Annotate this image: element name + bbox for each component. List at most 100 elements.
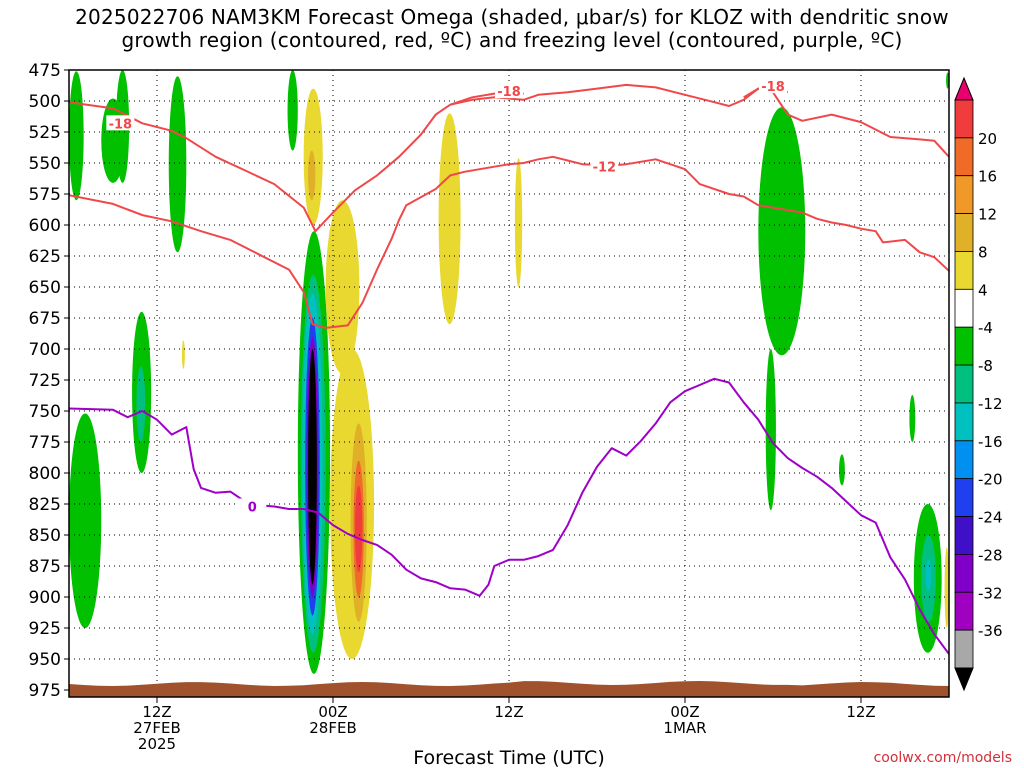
y-tick-label: 550 (29, 154, 61, 174)
contour-label: -18 (109, 117, 133, 132)
omega-region (181, 340, 185, 369)
colorbar-tick-label: -32 (978, 584, 1003, 602)
colorbar-box (954, 629, 974, 669)
omega-region (944, 547, 949, 628)
y-tick-label: 925 (29, 619, 61, 639)
omega-region (438, 113, 461, 325)
freezing-level-contour (69, 377, 949, 655)
omega-region (514, 158, 523, 287)
colorbar-box (954, 99, 974, 139)
colorbar-tick-label: 4 (978, 281, 988, 299)
chart-title-line2: growth region (contoured, red, ºC) and f… (121, 28, 903, 52)
contour-label-bg (238, 498, 267, 514)
colorbar-box (954, 591, 974, 631)
contour-label-bg (106, 115, 135, 131)
colorbar-box (954, 137, 974, 177)
contour-label-bg (759, 78, 787, 94)
omega-region (355, 485, 363, 573)
colorbar-tick-label: -4 (978, 319, 993, 337)
omega-region (287, 70, 298, 151)
omega-region (69, 413, 102, 628)
terrain-band-shape (69, 681, 949, 697)
contour-label: -18 (497, 85, 521, 100)
y-tick-label: 875 (29, 557, 61, 577)
contour-label: 0 (248, 500, 257, 515)
colorbar-bottom-arrow (954, 667, 974, 692)
colorbar-box (954, 364, 974, 404)
y-axis-pressure: 475 500 525 550 575 600 625 650 675 700 725 750 775 8… (29, 61, 69, 701)
y-tick-label: 575 (29, 185, 61, 205)
x-tick-label: 2025 (138, 735, 176, 753)
omega-region (925, 559, 932, 591)
y-tick-label: 600 (29, 216, 61, 236)
dgz-contour (69, 83, 949, 233)
y-tick-label: 700 (29, 340, 61, 360)
colorbar-tick-label: 12 (978, 206, 997, 224)
omega-region (839, 454, 845, 486)
x-tick-label: 00Z (318, 703, 347, 721)
colorbar-tick-label: 16 (978, 168, 997, 186)
y-tick-label: 750 (29, 402, 61, 422)
omega-region (758, 107, 806, 356)
y-tick-label: 800 (29, 464, 61, 484)
colorbar-box (954, 478, 974, 517)
credit-text: coolwx.com/models (873, 750, 1012, 766)
y-tick-label: 625 (29, 247, 61, 267)
y-tick-label: 975 (29, 681, 61, 701)
omega-colorbar: 20 16 12 8 4 -4 -8 -12 -16 -20 -24 -28 -32 -36 (954, 76, 1003, 692)
colorbar-box (954, 516, 974, 555)
y-tick-label: 500 (29, 92, 61, 112)
colorbar-box (954, 554, 974, 593)
omega-region (325, 200, 360, 374)
x-tick-label: 12Z (494, 703, 523, 721)
colorbar-box (954, 175, 974, 215)
colorbar-box (954, 440, 974, 480)
colorbar-tick-label: -24 (978, 509, 1003, 527)
omega-region (69, 71, 84, 201)
omega-region (308, 349, 317, 585)
x-tick-label: 12Z (142, 703, 171, 721)
x-tick-label: 00Z (670, 703, 699, 721)
omega-region (168, 76, 187, 253)
colorbar-box (954, 288, 974, 328)
colorbar-tick-label: -8 (978, 357, 993, 375)
colorbar-tick-label: -28 (978, 546, 1003, 564)
omega-region (136, 366, 146, 442)
colorbar-box (954, 402, 974, 442)
contour-label-bg (590, 158, 619, 174)
colorbar-box (954, 251, 974, 290)
x-tick-label: 28FEB (309, 719, 356, 737)
contour-label-bg (495, 83, 523, 99)
x-tick-label: 27FEB (133, 719, 180, 737)
y-tick-label: 475 (29, 61, 61, 81)
y-tick-label: 775 (29, 433, 61, 453)
colorbar-tick-label: -12 (978, 395, 1003, 413)
colorbar-tick-label: -20 (978, 471, 1003, 489)
colorbar-tick-label: 20 (978, 130, 997, 148)
x-axis-label: Forecast Time (UTC) (413, 747, 604, 768)
colorbar-tick-label: -36 (978, 622, 1003, 640)
contour-label: -12 (593, 161, 617, 176)
y-tick-label: 900 (29, 588, 61, 608)
omega-region (909, 394, 916, 442)
y-tick-label: 850 (29, 526, 61, 546)
colorbar-box (954, 326, 974, 366)
chart-title-line1: 2025022706 NAM3KM Forecast Omega (shaded… (75, 5, 949, 29)
colorbar-tick-label: -16 (978, 433, 1003, 451)
terrain-band (69, 681, 949, 697)
grid-lines (69, 70, 949, 697)
omega-region (765, 349, 776, 511)
x-tick-label: 1MAR (663, 719, 706, 737)
x-tick-label: 12Z (846, 703, 875, 721)
y-tick-label: 525 (29, 123, 61, 143)
omega-shading (69, 70, 949, 674)
dgz-contour (69, 155, 949, 329)
y-tick-label: 825 (29, 495, 61, 515)
contour-label: -18 (761, 80, 785, 95)
colorbar-box (954, 213, 974, 252)
y-tick-label: 950 (29, 650, 61, 670)
contour-lines: -18 -18 -18 -12 0 (69, 78, 949, 655)
colorbar-top-arrow (954, 76, 974, 101)
